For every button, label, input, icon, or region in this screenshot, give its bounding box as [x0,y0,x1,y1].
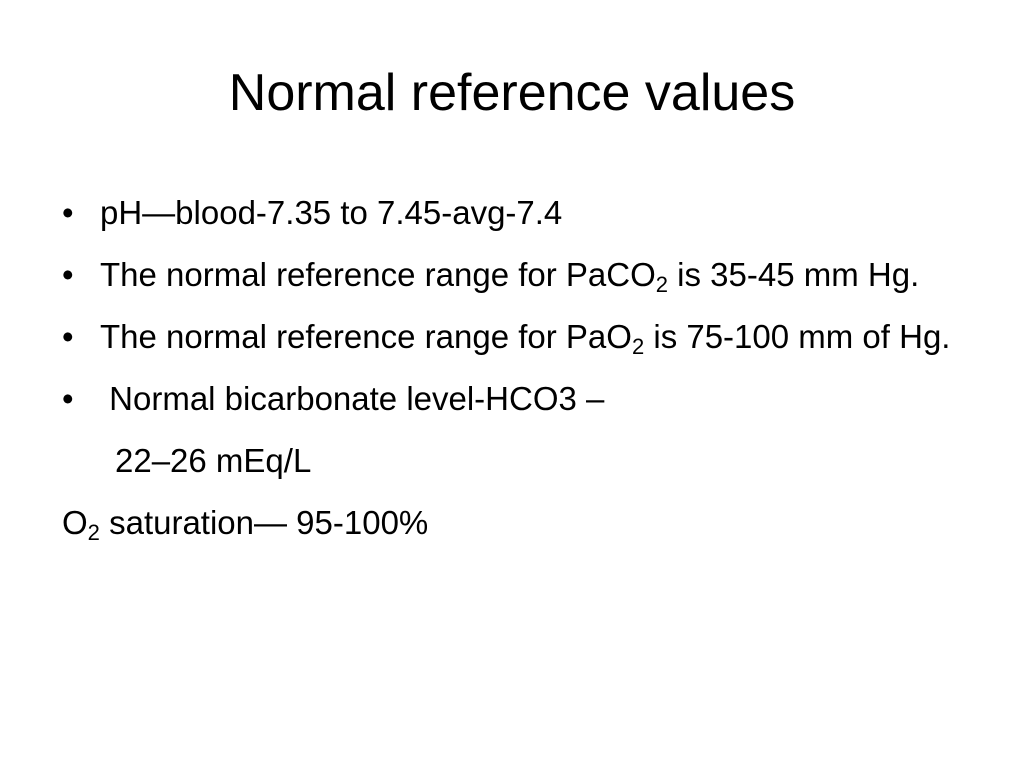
bullet-icon: • [62,380,74,417]
bullet-ph: • pH—blood-7.35 to 7.45-avg-7.4 [62,186,982,239]
bullet-hco3-text: Normal bicarbonate level-HCO3 – [100,380,605,417]
bullet-paco2: • The normal reference range for PaCO2 i… [62,248,982,301]
bullet-ph-text: pH—blood-7.35 to 7.45-avg-7.4 [100,194,563,231]
slide-body: • pH—blood-7.35 to 7.45-avg-7.4 • The no… [62,186,982,549]
hco3-range: 22–26 mEq/L [115,442,312,479]
bullet-icon: • [62,318,74,355]
bullet-icon: • [62,256,74,293]
bullet-pao2-text-end: is 75-100 mm of Hg. [644,318,951,355]
bullet-pao2: • The normal reference range for PaO2 is… [62,310,982,363]
slide-title: Normal reference values [228,64,796,122]
bullet-paco2-text-end: is 35-45 mm Hg. [668,256,920,293]
subscript: 2 [87,520,100,545]
subscript: 2 [631,334,645,359]
subscript: 2 [655,272,669,297]
bullet-paco2-text: The normal reference range for PaCO [100,256,656,293]
o2-prefix: O [62,504,88,541]
o2-saturation-line: O2 saturation— 95-100% [62,496,982,549]
bullet-hco3: • Normal bicarbonate level-HCO3 – [62,372,982,425]
o2-saturation-text: saturation— 95-100% [99,504,429,541]
bullet-pao2-text: The normal reference range for PaO [100,318,632,355]
bullet-icon: • [62,194,74,231]
